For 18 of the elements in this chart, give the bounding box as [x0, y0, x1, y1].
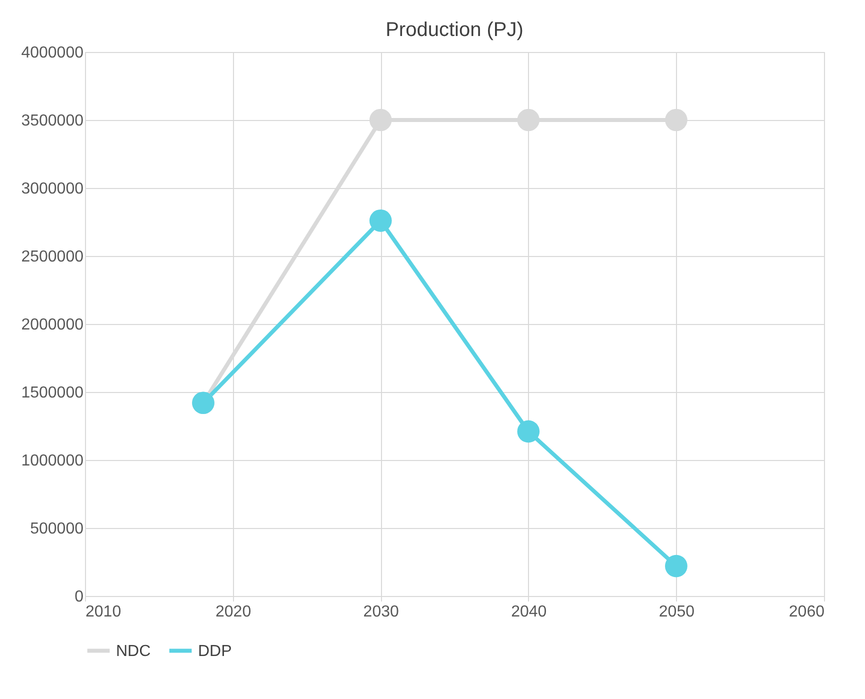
- y-tick-label: 500000: [30, 520, 84, 538]
- x-tick-label: 2050: [658, 604, 695, 620]
- legend-label: NDC: [116, 642, 151, 660]
- x-tick-label: 2040: [511, 604, 547, 620]
- x-tick-label: 2060: [788, 604, 825, 620]
- y-tick-label: 0: [74, 588, 84, 606]
- legend-label: DDP: [198, 642, 232, 660]
- y-tick-label: 1500000: [21, 384, 84, 402]
- y-tick-label: 2000000: [21, 316, 84, 334]
- x-tick-label: 2030: [363, 604, 399, 620]
- x-tick-label: 2020: [216, 604, 252, 620]
- y-tick-label: 3000000: [21, 180, 84, 198]
- y-tick-label: 2500000: [21, 248, 84, 266]
- x-tick-label: 2010: [86, 604, 122, 620]
- y-tick-label: 1000000: [21, 452, 84, 470]
- y-tick-label: 4000000: [21, 44, 84, 62]
- y-tick-label: 3500000: [21, 112, 84, 130]
- chart-title: Production (PJ): [386, 19, 524, 41]
